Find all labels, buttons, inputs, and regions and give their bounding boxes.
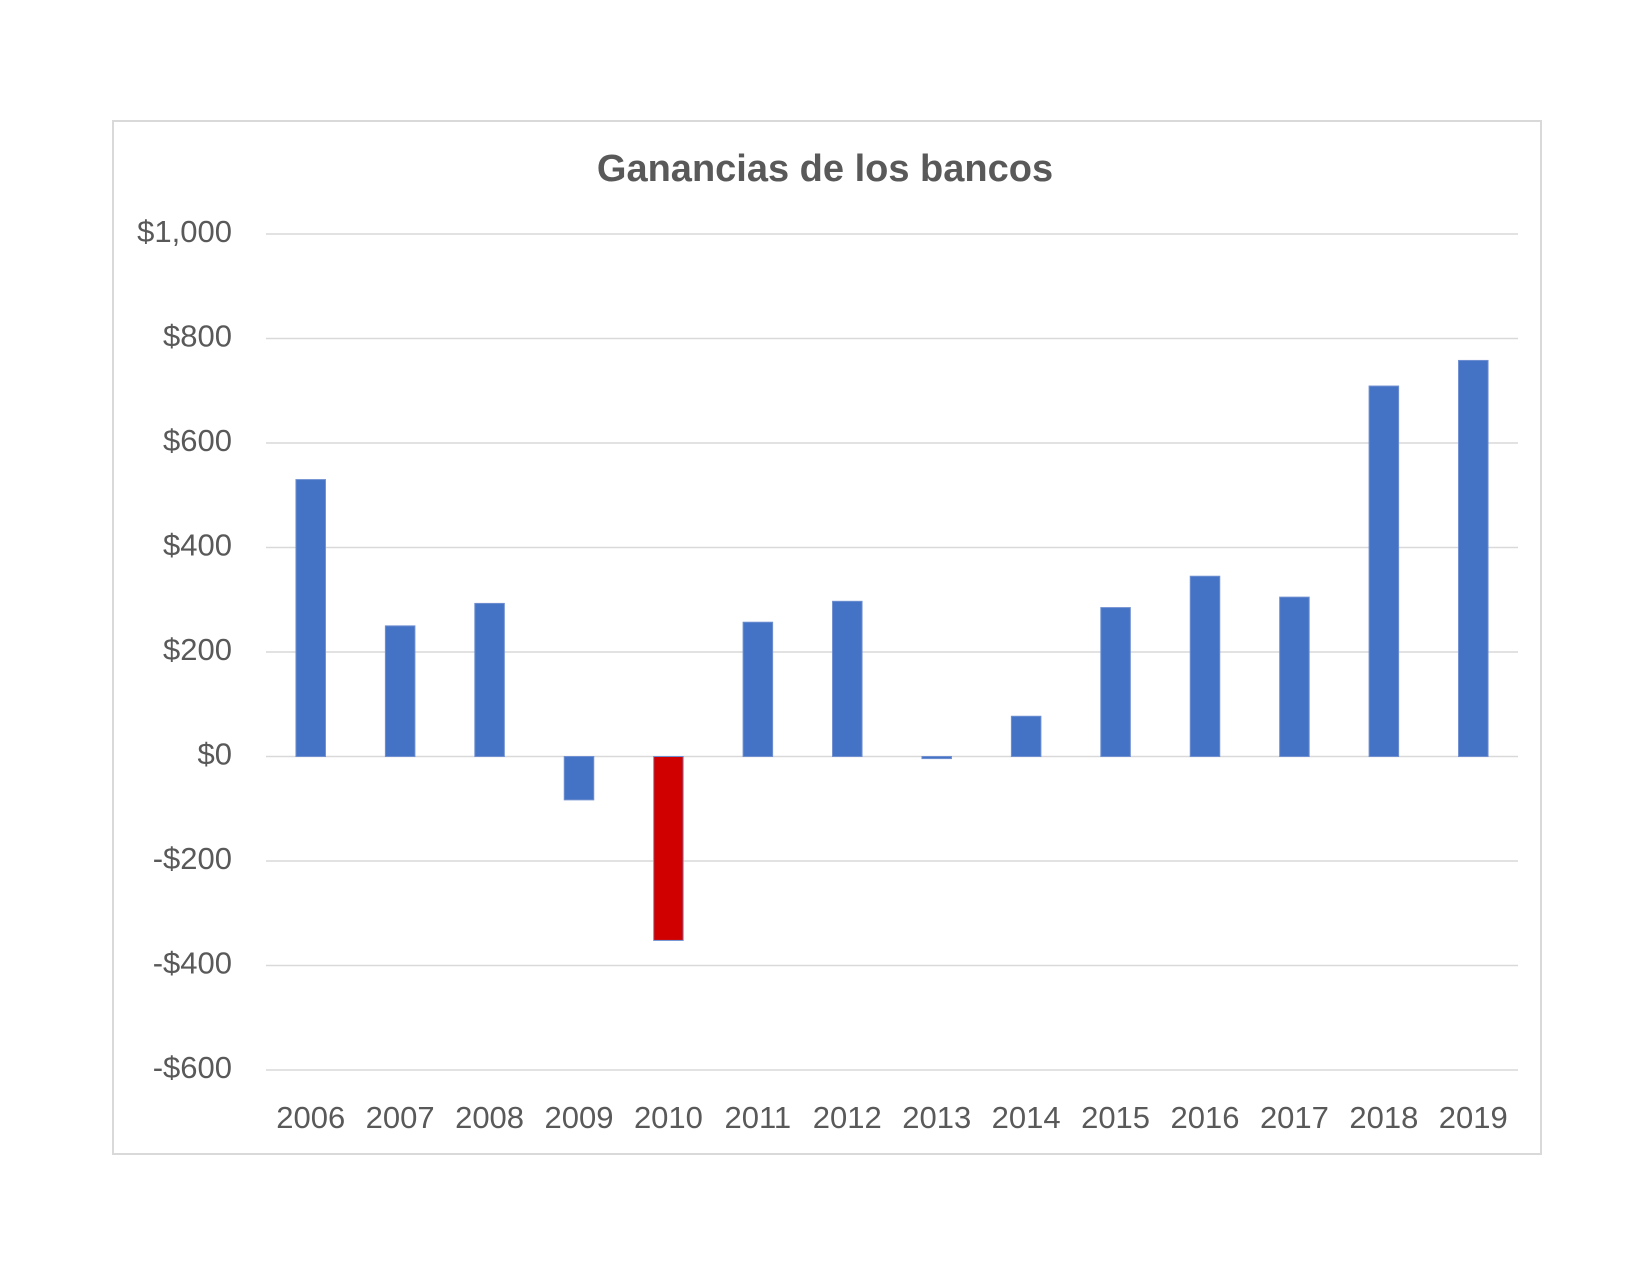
y-tick-label: -$600 — [153, 1050, 232, 1085]
bar — [1279, 596, 1310, 758]
y-tick-label: -$400 — [153, 946, 232, 981]
bar — [295, 479, 326, 757]
bar — [1189, 575, 1221, 757]
x-tick-label: 2012 — [813, 1100, 882, 1135]
x-tick-label: 2016 — [1171, 1100, 1240, 1135]
x-tick-label: 2007 — [366, 1100, 435, 1135]
x-tick-label: 2014 — [992, 1100, 1061, 1135]
chart-frame — [112, 120, 1542, 1155]
bar — [832, 600, 863, 757]
x-tick-label: 2017 — [1260, 1100, 1329, 1135]
chart-title: Ganancias de los bancos — [597, 148, 1053, 190]
bar — [563, 756, 595, 801]
x-tick-label: 2011 — [725, 1100, 792, 1135]
y-tick-label: $200 — [163, 632, 232, 667]
x-tick-label: 2006 — [276, 1100, 345, 1135]
bar — [742, 621, 774, 758]
x-tick-label: 2010 — [634, 1100, 703, 1135]
x-tick-label: 2013 — [902, 1100, 971, 1135]
x-tick-label: 2019 — [1439, 1100, 1508, 1135]
y-tick-label: -$200 — [153, 841, 232, 876]
x-tick-label: 2009 — [545, 1100, 614, 1135]
bar — [1368, 385, 1400, 757]
y-tick-label: $600 — [163, 423, 232, 458]
bar — [384, 625, 416, 757]
y-tick-label: $1,000 — [137, 214, 232, 249]
x-tick-label: 2018 — [1349, 1100, 1418, 1135]
y-tick-label: $0 — [198, 737, 232, 772]
bar — [1010, 715, 1042, 758]
x-tick-label: 2008 — [455, 1100, 524, 1135]
bar — [1100, 607, 1131, 758]
bar — [474, 602, 505, 757]
bar — [1458, 359, 1489, 757]
bar — [653, 756, 684, 941]
y-tick-label: $400 — [163, 528, 232, 563]
y-tick-label: $800 — [163, 319, 232, 354]
x-tick-label: 2015 — [1081, 1100, 1150, 1135]
bar — [921, 756, 952, 760]
